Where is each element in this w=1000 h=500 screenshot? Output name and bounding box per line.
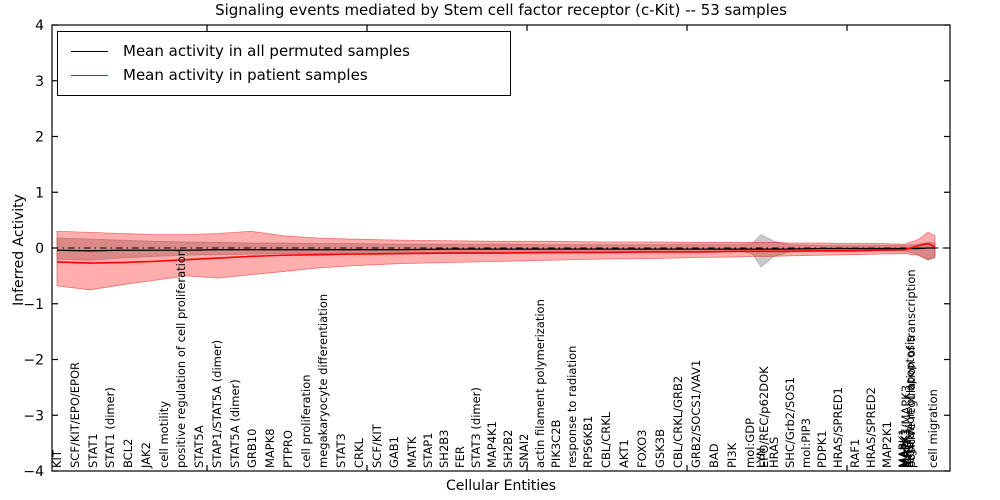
x-entity-label: STAT1	[86, 433, 100, 468]
y-tick-label: −2	[23, 353, 44, 369]
x-entity-label: EPO/REC/p62DOK	[757, 366, 771, 468]
permuted-line-swatch	[71, 51, 108, 52]
x-entity-label: GRB2/SOCS1/VAV1	[689, 360, 703, 468]
x-entity-label: AKT1	[617, 439, 631, 468]
x-entity-label: MAPK1	[896, 428, 910, 468]
x-entity-label: ELK1	[900, 439, 914, 468]
x-entity-label: MAP2K1	[880, 421, 894, 468]
x-entity-label: KIT	[50, 449, 64, 468]
chart-title: Signaling events mediated by Stem cell f…	[215, 1, 787, 19]
x-entity-label: STAP1/STAT5A (dimer)	[210, 340, 224, 468]
x-entity-label: SPI1	[902, 443, 916, 468]
x-entity-label: HRAS	[767, 437, 781, 468]
x-entity-label: SCF/KIT/EPO/EPOR	[68, 362, 82, 468]
y-tick-label: 3	[35, 74, 44, 90]
x-entity-label: positive regulation of transcription	[904, 269, 918, 468]
x-entity-label: STAT1 (dimer)	[103, 387, 117, 468]
x-entity-label: JAK2	[139, 442, 153, 469]
x-entity-label: SHC/Grb2/SOS1	[783, 377, 797, 468]
legend-entry-patient: Mean activity in patient samples	[58, 68, 510, 83]
x-entity-label: RAF1	[848, 439, 862, 468]
x-entity-label: CBL/CRKL/GRB2	[671, 376, 685, 468]
y-tick-label: −1	[23, 297, 44, 313]
x-entity-label: LYN	[754, 447, 768, 468]
x-entity-label: HRAS/SPRED2	[864, 387, 878, 468]
patient-line-swatch	[71, 75, 108, 76]
x-entity-label: HRAS/SPRED1	[831, 387, 845, 468]
y-tick-label: 1	[35, 185, 44, 201]
x-entity-label: MITF	[901, 441, 915, 468]
x-entity-label: regulation of apoptosis	[903, 336, 917, 468]
x-entity-label: MAP4K1	[485, 421, 499, 468]
line-Mean-activity-in-all-permuted-samples	[56, 247, 935, 252]
x-entity-label: GRB10	[245, 429, 259, 468]
x-entity-label: STAT5A (dimer)	[228, 379, 242, 468]
y-tick-label: 0	[35, 241, 44, 257]
x-entity-label: cell migration	[926, 389, 940, 468]
x-entity-label: BAD	[707, 443, 721, 468]
x-entity-label: MAPK3	[898, 428, 912, 468]
x-entity-label: GAB1	[387, 436, 401, 468]
legend-label-permuted: Mean activity in all permuted samples	[123, 42, 410, 60]
y-tick-label: 2	[35, 130, 44, 146]
x-entity-label: megakaryocyte differentiation	[316, 294, 330, 468]
x-entity-label: STAP1	[421, 432, 435, 468]
x-entity-label: FOXO3	[635, 430, 649, 468]
x-entity-label: FER	[453, 446, 467, 468]
x-entity-label: positive regulation of cell proliferatio…	[174, 249, 188, 468]
x-entity-label: RPS6KB1	[581, 416, 595, 468]
x-axis-label: Cellular Entities	[445, 478, 557, 494]
legend-label-patient: Mean activity in patient samples	[123, 66, 368, 84]
x-entity-label: MAPK8	[263, 428, 277, 468]
band-patient-std-band	[56, 230, 936, 291]
x-entity-label: STAT3 (dimer)	[469, 387, 483, 468]
legend-box: Mean activity in all permuted samples Me…	[57, 31, 511, 96]
x-entity-label: CRKL	[352, 437, 366, 468]
x-entity-label: STAT3	[334, 433, 348, 468]
x-entity-label: SCF/KIT	[370, 423, 384, 468]
x-entity-label: MAPK1/MAPK3	[899, 385, 913, 468]
x-entity-label: BCL2	[121, 439, 135, 468]
line-Mean-activity-in-patient-samples	[56, 242, 936, 264]
x-entity-label: SH2B3	[437, 430, 451, 468]
y-axis-label: Inferred Activity	[11, 194, 27, 306]
x-entity-label: SNAI2	[517, 434, 531, 468]
x-entity-label: STAT5A	[192, 425, 206, 468]
x-entity-label: CBL/CRKL	[599, 411, 613, 468]
x-entity-label: cell motility	[157, 401, 171, 468]
x-entity-label: PTPRO	[281, 430, 295, 468]
x-entity-label: MATK	[405, 436, 419, 468]
x-entity-label: actin filament polymerization	[533, 299, 547, 468]
legend-entry-permuted: Mean activity in all permuted samples	[58, 44, 510, 59]
x-entity-label: cell proliferation	[299, 374, 313, 468]
x-entity-label: PIK3C2B	[549, 419, 563, 468]
plot-inner: KIT SCF/KIT/EPO/EPOR STAT1 STAT1 (dimer) BCL…	[50, 230, 950, 469]
x-entity-label: response to radiation	[565, 346, 579, 468]
y-tick-label: −3	[23, 408, 44, 424]
y-tick-label: 4	[35, 18, 44, 34]
y-tick-label: −4	[23, 464, 44, 480]
x-entity-label: PI3K	[725, 442, 739, 468]
x-entity-label: mol:GDP	[743, 418, 757, 468]
x-entity-label: mol:PIP3	[799, 418, 813, 468]
x-entity-label: SH2B2	[501, 430, 515, 468]
x-entity-label: GSK3B	[653, 429, 667, 468]
x-entity-label: PDPK1	[815, 430, 829, 468]
band-permuted-std-band	[56, 234, 936, 268]
